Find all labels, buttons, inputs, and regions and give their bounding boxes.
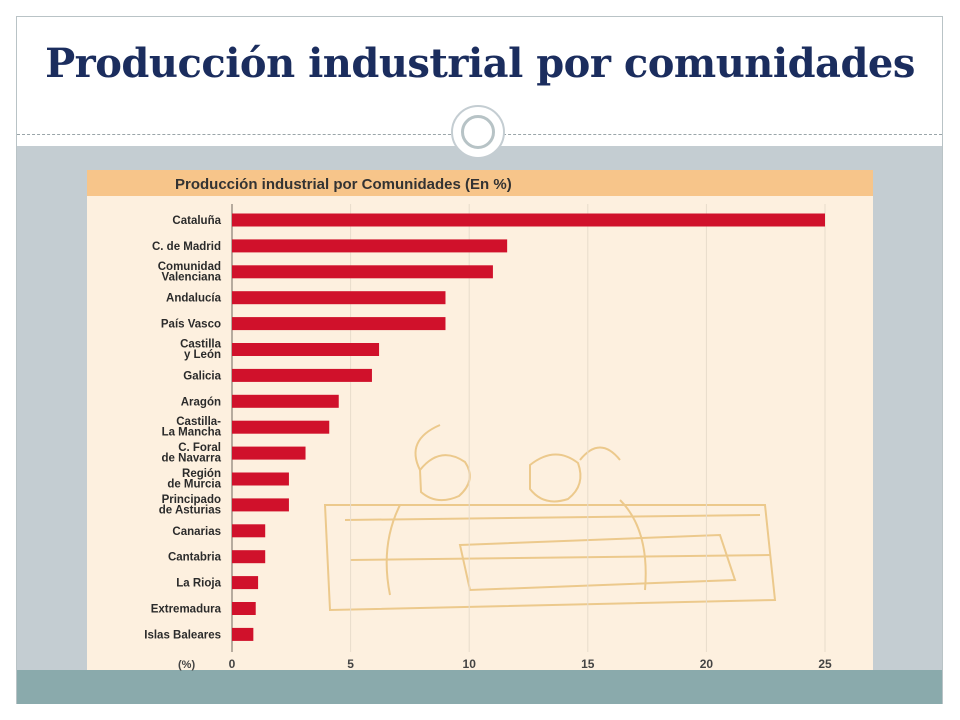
category-label: Andalucía [166, 293, 222, 305]
category-label: C. Foral de Navarra [162, 442, 222, 465]
category-label: Región de Murcia [167, 468, 221, 491]
x-tick-label: 0 [229, 657, 236, 671]
bar-6 [232, 343, 380, 356]
workers-illustration [323, 424, 777, 612]
bar-12 [232, 498, 289, 512]
bar-3 [232, 265, 493, 279]
category-label: Aragón [181, 396, 221, 408]
bar-14 [232, 550, 266, 564]
x-tick-label: 15 [581, 657, 595, 671]
category-label: Islas Baleares [144, 629, 221, 641]
illustration-stroke [349, 554, 771, 561]
bar-2 [232, 239, 508, 253]
x-axis-label: (%) [178, 659, 195, 671]
chart-background [87, 170, 873, 670]
bar-1 [232, 213, 825, 227]
chart-category-labels: Cataluña C. de Madrid Comunidad Valenciana A… [144, 215, 221, 641]
slide-title: Producción industrial por comunidades [45, 40, 915, 87]
bar-4 [232, 291, 446, 305]
illustration-stroke [323, 504, 777, 612]
chart-header [87, 170, 873, 196]
x-tick-label: 5 [347, 657, 354, 671]
category-label: Castilla-La Mancha [162, 416, 222, 439]
illustration-stroke [385, 504, 401, 596]
category-label: Comunidad Valenciana [158, 261, 222, 284]
x-tick-label: 20 [700, 657, 714, 671]
x-tick-label: 25 [818, 657, 832, 671]
illustration-stroke [414, 424, 441, 471]
category-label: Cataluña [172, 215, 221, 227]
circle-ornament-icon [451, 105, 505, 159]
category-label: Castilla y León [180, 339, 222, 362]
bar-17 [232, 627, 254, 641]
bar-16 [232, 602, 256, 615]
category-label: Cantabria [168, 552, 222, 564]
chart-x-ticks: 0 5 10 15 20 25 [229, 657, 832, 671]
category-label: C. de Madrid [152, 241, 221, 253]
illustration-stroke [579, 446, 621, 461]
chart-bars [232, 213, 825, 641]
bar-13 [232, 524, 266, 538]
category-label: País Vasco [161, 319, 221, 331]
footer-band [17, 670, 942, 704]
chart-title: Producción industrial por Comunidades (E… [175, 176, 512, 193]
bar-9 [232, 420, 330, 434]
illustration-stroke [458, 533, 737, 592]
category-label: Galicia [183, 370, 221, 382]
bar-8 [232, 394, 339, 408]
bar-15 [232, 576, 259, 590]
x-tick-label: 10 [463, 657, 477, 671]
bar-7 [232, 368, 372, 382]
category-label: Extremadura [151, 604, 222, 616]
illustration-stroke [344, 514, 761, 521]
category-label: Canarias [172, 526, 221, 538]
bar-5 [232, 317, 446, 331]
category-label: La Rioja [176, 578, 221, 590]
category-label: Principado de Asturias [159, 494, 221, 517]
illustration-stroke [529, 453, 582, 503]
bar-11 [232, 472, 289, 486]
bar-10 [232, 446, 306, 460]
